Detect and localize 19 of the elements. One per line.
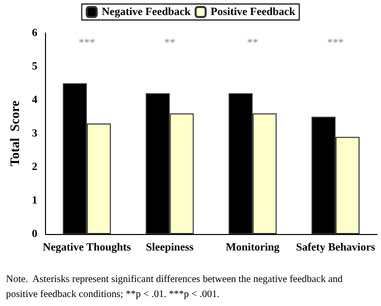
legend-label: Positive Feedback (210, 6, 296, 18)
y-axis-title: Total Score (7, 100, 22, 166)
y-tick-label: 3 (32, 128, 38, 140)
y-tick-label: 1 (32, 194, 38, 206)
annotation: ** (164, 37, 176, 49)
y-tick-label: 4 (32, 94, 38, 106)
annotation: *** (78, 37, 96, 49)
annotation: *** (327, 37, 344, 49)
x-tick-label: Monitoring (226, 242, 280, 254)
x-tick-label: Negative Thoughts (42, 242, 132, 254)
x-tick-label: Safety Behaviors (296, 242, 376, 254)
text: Note. Asterisks represent significant differences between the negative feedback and positive feedback conditions; **p < .01. ***p < .001. (6, 274, 346, 300)
y-tick-label: 6 (32, 27, 38, 39)
legend-label: Negative Feedback (102, 6, 192, 18)
y-tick-label: 0 (32, 228, 38, 240)
y-tick-label: 2 (32, 161, 38, 173)
annotation: ** (247, 37, 258, 49)
x-tick-label: Sleepiness (146, 242, 194, 254)
y-tick-label: 5 (32, 60, 38, 72)
